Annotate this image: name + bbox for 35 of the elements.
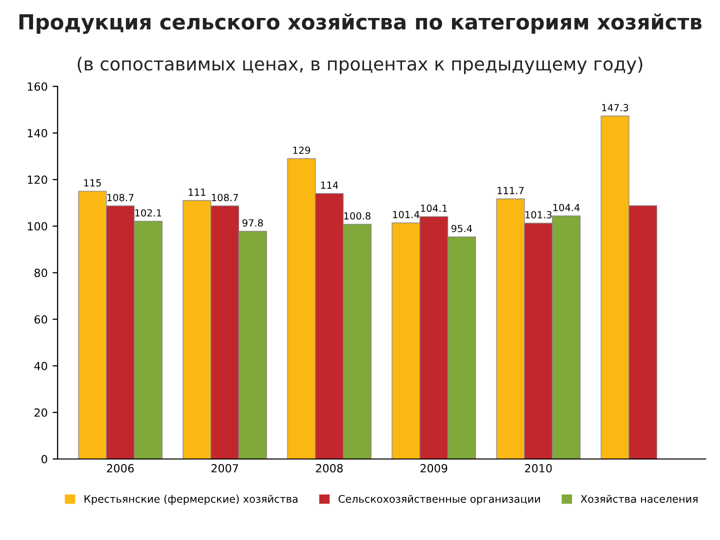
y-tick-label: 140	[28, 128, 48, 138]
data-label: 108.7	[107, 194, 134, 202]
x-tick-label: 2009	[420, 464, 448, 472]
y-tick-label: 20	[34, 408, 48, 417]
x-tick-label: 2010	[525, 464, 552, 472]
data-label: 104.4	[553, 204, 580, 212]
y-tick-label: 80	[34, 268, 48, 278]
data-label: 147.3	[602, 104, 628, 112]
chart-subtitle: (в сопоставимых ценах, в процентах к предыдущему году)	[78, 56, 642, 74]
data-label: 114	[321, 182, 338, 189]
y-tick-label: 160	[28, 82, 48, 91]
data-label: 101.3	[526, 211, 552, 218]
data-label: 95.4	[452, 224, 472, 232]
data-label: 111	[188, 188, 206, 196]
data-label: 115	[84, 179, 101, 187]
y-tick-label: 60	[34, 315, 48, 324]
y-tick-label: 40	[34, 362, 48, 370]
x-tick-label: 2006	[106, 464, 134, 472]
data-label: 97.8	[242, 219, 263, 227]
y-tick-label: 120	[28, 176, 48, 184]
x-tick-label: 2008	[316, 464, 343, 472]
chart-title: Продукция сельского хозяйства по категориям хозяйств	[19, 14, 702, 34]
data-label: 129	[293, 146, 310, 154]
x-tick-label: 2007	[212, 464, 238, 472]
data-label: 108.7	[212, 194, 238, 202]
data-label: 101.4	[393, 210, 420, 218]
y-tick-label: 0	[42, 454, 48, 464]
legend-label: Хозяйства населения	[580, 494, 698, 503]
y-tick-label: 100	[28, 222, 48, 231]
legend-label: Крестьянские (фермерские) хозяйства	[84, 494, 298, 505]
data-label: 111.7	[498, 186, 524, 194]
data-label: 102.1	[135, 209, 162, 217]
legend-label: Сельскохозяйственные организации	[338, 494, 540, 505]
data-label: 104.1	[421, 204, 447, 212]
data-label: 100.8	[344, 212, 370, 220]
